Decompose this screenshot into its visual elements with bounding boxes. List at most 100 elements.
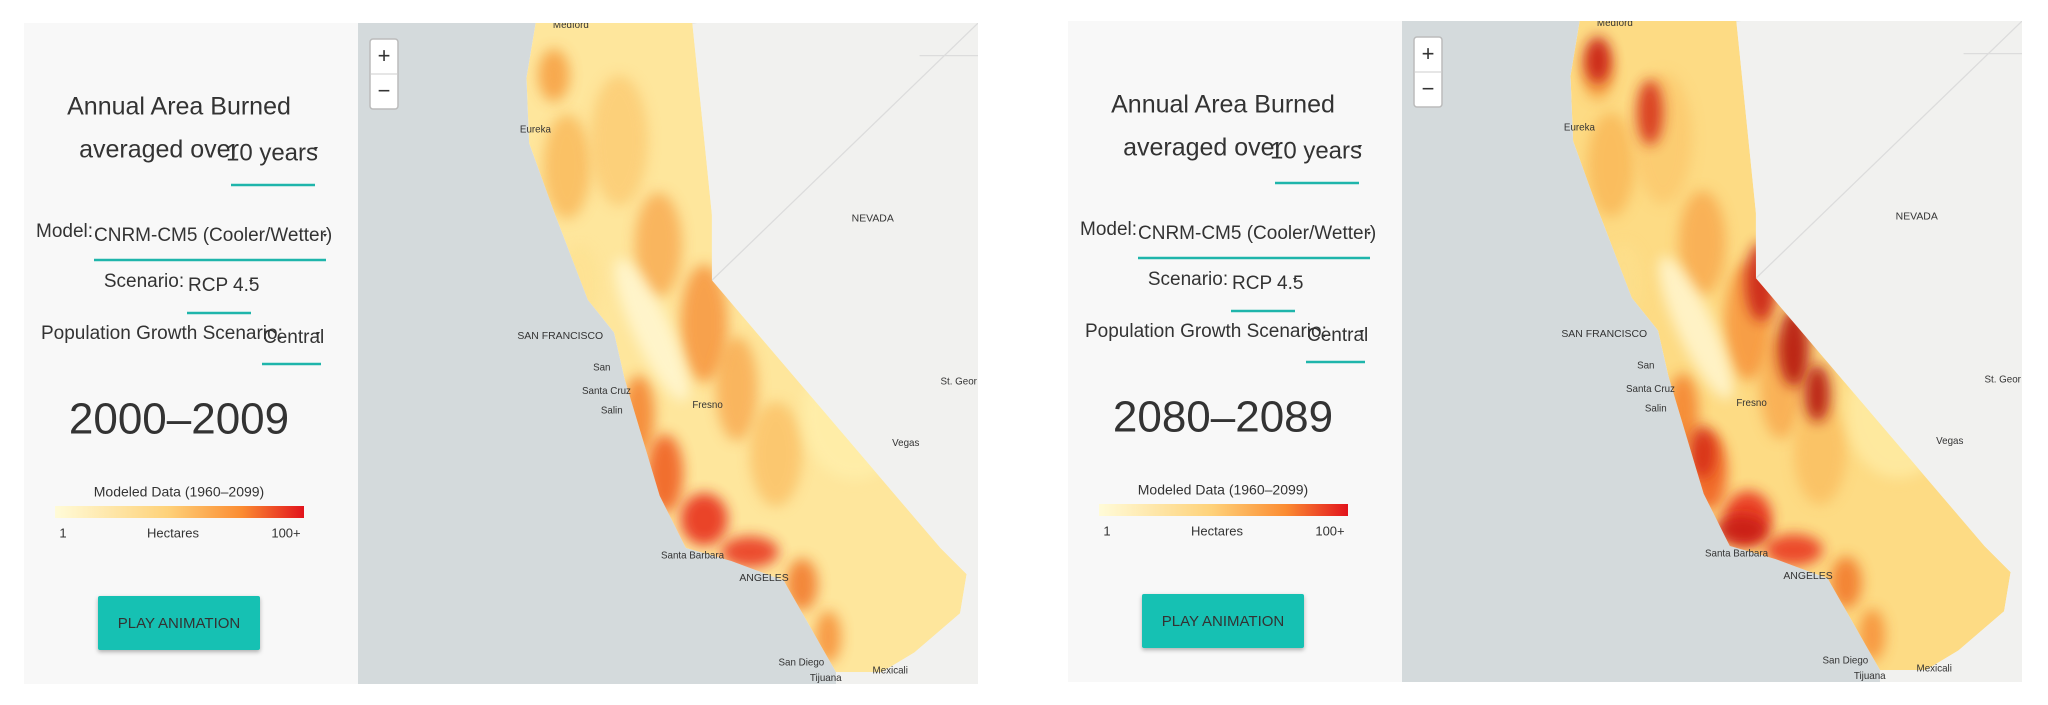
ocean	[1402, 21, 1880, 682]
legend-max: 100+	[1315, 523, 1344, 538]
map-label: St. Geor	[1984, 375, 2021, 386]
scenario-label: Scenario:	[1148, 269, 1228, 290]
heat-blob	[680, 264, 728, 383]
map-label: Salin	[601, 405, 623, 416]
heat-blob	[1689, 425, 1716, 479]
map-label: Santa Barbara	[1705, 548, 1769, 559]
years: 2000–2009	[69, 395, 289, 444]
map-label: Santa Cruz	[582, 386, 631, 397]
title: Annual Area Burned	[1111, 91, 1335, 119]
map-label: San	[593, 362, 610, 373]
dropdown-caret	[323, 234, 327, 237]
legend-unit: Hectares	[1191, 523, 1244, 538]
map-label: Eureka	[520, 125, 552, 136]
play-button-label[interactable]: PLAY ANIMATION	[118, 615, 241, 632]
dropdown-caret	[316, 332, 320, 335]
dropdown-caret	[314, 147, 318, 150]
model-select[interactable]: CNRM-CM5 (Cooler/Wetter)	[1138, 223, 1376, 244]
zoom-in[interactable]: +	[1422, 41, 1435, 66]
averaged-label: averaged over	[79, 136, 239, 164]
scenario-label: Scenario:	[104, 271, 184, 292]
heat-blob	[1765, 534, 1823, 566]
heat-blob	[721, 536, 779, 568]
heat-blob	[715, 336, 758, 441]
play-button-label[interactable]: PLAY ANIMATION	[1162, 613, 1285, 630]
dropdown-caret	[1360, 330, 1364, 333]
heat-blob	[590, 75, 648, 206]
dropdown-caret	[249, 280, 253, 283]
sidebar	[24, 23, 358, 684]
scenario-select[interactable]: RCP 4.5	[188, 275, 259, 296]
map-label: Fresno	[692, 400, 723, 411]
map: Medford Eureka NEVADA SAN FRANCISCO San Santa…	[358, 23, 978, 684]
title: Annual Area Burned	[67, 93, 291, 121]
map-label: San Diego	[779, 658, 825, 669]
map-label: SAN FRANCISCO	[1561, 329, 1647, 340]
legend-gradient	[55, 506, 304, 518]
map-content: Medford Eureka NEVADA SAN FRANCISCO San Santa…	[1402, 18, 2022, 682]
population-select[interactable]: Central	[1307, 325, 1368, 346]
sidebar	[1068, 21, 1402, 682]
heat-blob	[543, 114, 591, 219]
scenario-select[interactable]: RCP 4.5	[1232, 273, 1303, 294]
map-label: San Diego	[1823, 656, 1869, 667]
legend-min: 1	[1103, 523, 1110, 538]
heat-blob	[1715, 514, 1768, 547]
map-label: NEVADA	[852, 214, 894, 225]
heat-blob	[1637, 79, 1664, 146]
play-button[interactable]	[1142, 594, 1304, 648]
population-select[interactable]: Central	[263, 327, 324, 348]
map-label: ANGELES	[1783, 571, 1832, 582]
heatmap	[1570, 21, 2011, 671]
play-button[interactable]	[98, 596, 260, 650]
heat-blob	[1584, 36, 1611, 84]
legend-title: Modeled Data (1960–2099)	[1138, 482, 1308, 498]
legend-gradient	[1099, 504, 1348, 516]
heat-blob	[634, 192, 682, 298]
legend-unit: Hectares	[147, 525, 200, 540]
dropdown-caret	[1358, 145, 1362, 148]
model-label: Model:	[36, 221, 93, 242]
model-select[interactable]: CNRM-CM5 (Cooler/Wetter)	[94, 225, 332, 246]
state-border	[1736, 21, 2022, 279]
legend-max: 100+	[271, 525, 300, 540]
map: Medford Eureka NEVADA SAN FRANCISCO San Santa…	[1402, 18, 2022, 682]
map-label: Santa Cruz	[1626, 384, 1675, 395]
population-label: Population Growth Scenario:	[1085, 321, 1327, 342]
heat-blob	[1793, 399, 1847, 505]
period-select[interactable]: 10 years	[1270, 137, 1362, 164]
map-label: Vegas	[892, 438, 919, 449]
period-select[interactable]: 10 years	[226, 139, 318, 166]
central-valley	[614, 258, 689, 402]
zoom-in[interactable]: +	[378, 43, 391, 68]
zoom-out[interactable]: −	[1422, 76, 1435, 101]
map-label: Eureka	[1564, 123, 1596, 134]
averaged-label: averaged over	[1123, 134, 1283, 162]
map-label: Fresno	[1736, 398, 1767, 409]
model-label: Model:	[1080, 219, 1137, 240]
map-label: Mexicali	[873, 665, 908, 676]
dropdown-caret	[1293, 278, 1297, 281]
zoom-out[interactable]: −	[378, 78, 391, 103]
heat-blob	[1804, 364, 1831, 422]
heat-blob	[538, 49, 570, 102]
dropdown-caret	[1367, 232, 1371, 235]
map-label: Vegas	[1936, 436, 1963, 447]
map-label: Salin	[1645, 403, 1667, 414]
map-label: SAN FRANCISCO	[517, 331, 603, 342]
map-label: Mexicali	[1917, 663, 1952, 674]
map-label: Medford	[1597, 18, 1633, 29]
map-label: Tijuana	[1854, 671, 1886, 682]
ocean	[358, 23, 836, 684]
heat-blob	[1678, 190, 1726, 296]
legend-title: Modeled Data (1960–2099)	[94, 484, 264, 500]
heat-blob	[749, 401, 803, 507]
map-label: San	[1637, 360, 1654, 371]
map-label: St. Geor	[940, 377, 977, 388]
years: 2080–2089	[1113, 393, 1333, 442]
